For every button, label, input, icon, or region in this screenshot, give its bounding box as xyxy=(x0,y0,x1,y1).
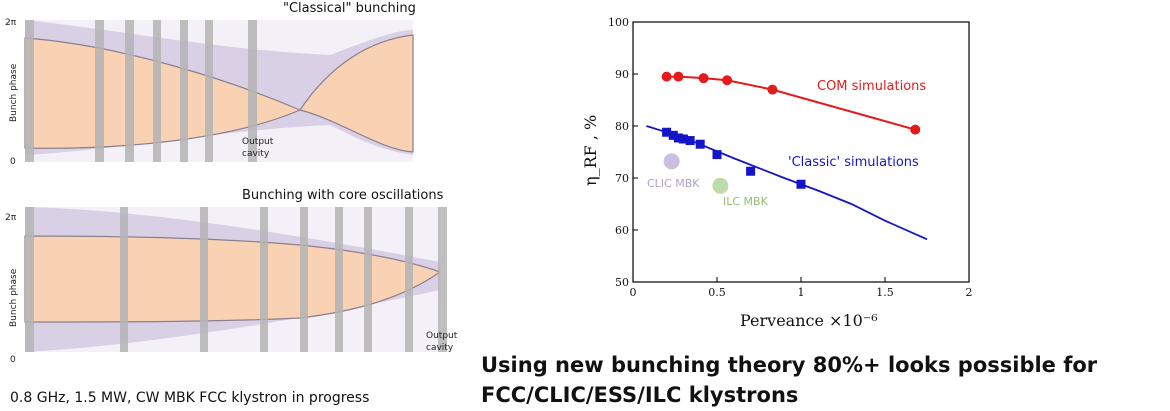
cavity-bar xyxy=(364,207,372,352)
classic-point xyxy=(695,139,705,149)
x-tick-label: 2 xyxy=(966,286,973,299)
y-tick-label: 100 xyxy=(608,16,629,29)
ref-label-ilc: ILC MBK xyxy=(723,195,769,208)
cavity-bar xyxy=(300,207,308,352)
cavity-bar xyxy=(335,207,343,352)
core-annotation-line2: cavity xyxy=(426,343,454,353)
classical-annotation-line1: Output xyxy=(242,137,274,147)
core-y-tick-top: 2π xyxy=(5,213,17,223)
classical-annotation-line2: cavity xyxy=(242,149,270,159)
cavity-bar xyxy=(95,20,104,162)
headline-text: Using new bunching theory 80%+ looks pos… xyxy=(481,353,1098,407)
x-tick-label: 0 xyxy=(630,286,637,299)
core-y-tick-bottom: 0 xyxy=(10,355,16,365)
core-oscillations-title: Bunching with core oscillations xyxy=(242,188,444,203)
cavity-bar xyxy=(438,207,447,352)
com-point xyxy=(698,73,709,84)
core-cavities xyxy=(25,207,447,352)
cavity-bar xyxy=(153,20,161,162)
classic-point xyxy=(668,130,678,140)
y-tick-label: 60 xyxy=(615,224,629,237)
y-tick-label: 70 xyxy=(615,172,629,185)
plot-frame xyxy=(632,21,970,283)
core-annotation-line1: Output xyxy=(426,331,458,341)
reference-point xyxy=(712,177,729,194)
classic-point xyxy=(678,134,688,144)
cavity-bar xyxy=(260,207,268,352)
efficiency-chart: 0 0.5 1 1.5 2 50 60 70 80 90 100 COM simulations '… xyxy=(581,16,973,330)
classic-point xyxy=(796,179,806,189)
axis-ticks: 0 0.5 1 1.5 2 50 60 70 80 90 100 xyxy=(608,16,973,299)
classical-cavities xyxy=(25,20,257,162)
core-oscillations-panel: Bunching with core oscillations 2π 0 Bun… xyxy=(5,188,458,365)
x-tick-label: 1 xyxy=(798,286,805,299)
classical-y-label: Bunch phase xyxy=(9,63,19,122)
classical-y-tick-bottom: 0 xyxy=(10,157,16,167)
classic-point xyxy=(685,136,695,146)
classical-bunching-title: "Classical" bunching xyxy=(283,1,416,16)
series-label-com: COM simulations xyxy=(817,79,926,94)
y-tick-label: 80 xyxy=(615,120,629,133)
x-axis-label: Perveance ×10⁻⁶ xyxy=(740,311,878,330)
data-points xyxy=(661,71,921,189)
y-tick-label: 90 xyxy=(615,68,629,81)
com-point xyxy=(673,71,684,82)
classic-point xyxy=(746,166,756,176)
cavity-bar xyxy=(405,207,413,352)
core-y-label: Bunch phase xyxy=(9,268,19,327)
cavity-bar xyxy=(205,20,213,162)
ref-label-clic: CLIC MBK xyxy=(647,177,700,190)
com-point xyxy=(722,75,733,86)
com-point xyxy=(767,84,778,95)
caption-text: 0.8 GHz, 1.5 MW, CW MBK FCC klystron in … xyxy=(10,390,370,406)
cavity-bar xyxy=(180,20,188,162)
com-point xyxy=(910,124,921,135)
classical-y-tick-top: 2π xyxy=(5,18,17,28)
com-point xyxy=(661,71,672,82)
y-axis-label: η_RF , % xyxy=(581,115,600,186)
cavity-bar xyxy=(125,20,134,162)
classic-point xyxy=(712,150,722,160)
reference-point xyxy=(663,153,680,170)
y-tick-label: 50 xyxy=(615,276,629,289)
x-tick-label: 1.5 xyxy=(876,286,894,299)
cavity-bar xyxy=(25,20,34,162)
series-label-classic: 'Classic' simulations xyxy=(788,155,919,170)
classic-point xyxy=(662,127,672,137)
cavity-bar xyxy=(25,207,34,352)
cavity-bar xyxy=(248,20,257,162)
cavity-bar xyxy=(120,207,128,352)
cavity-bar xyxy=(200,207,208,352)
x-tick-label: 0.5 xyxy=(708,286,726,299)
classic-point xyxy=(673,133,683,143)
classical-bunching-panel: "Classical" bunching 2π 0 Bunch phase Ou… xyxy=(5,1,416,167)
reference-points xyxy=(663,153,729,194)
